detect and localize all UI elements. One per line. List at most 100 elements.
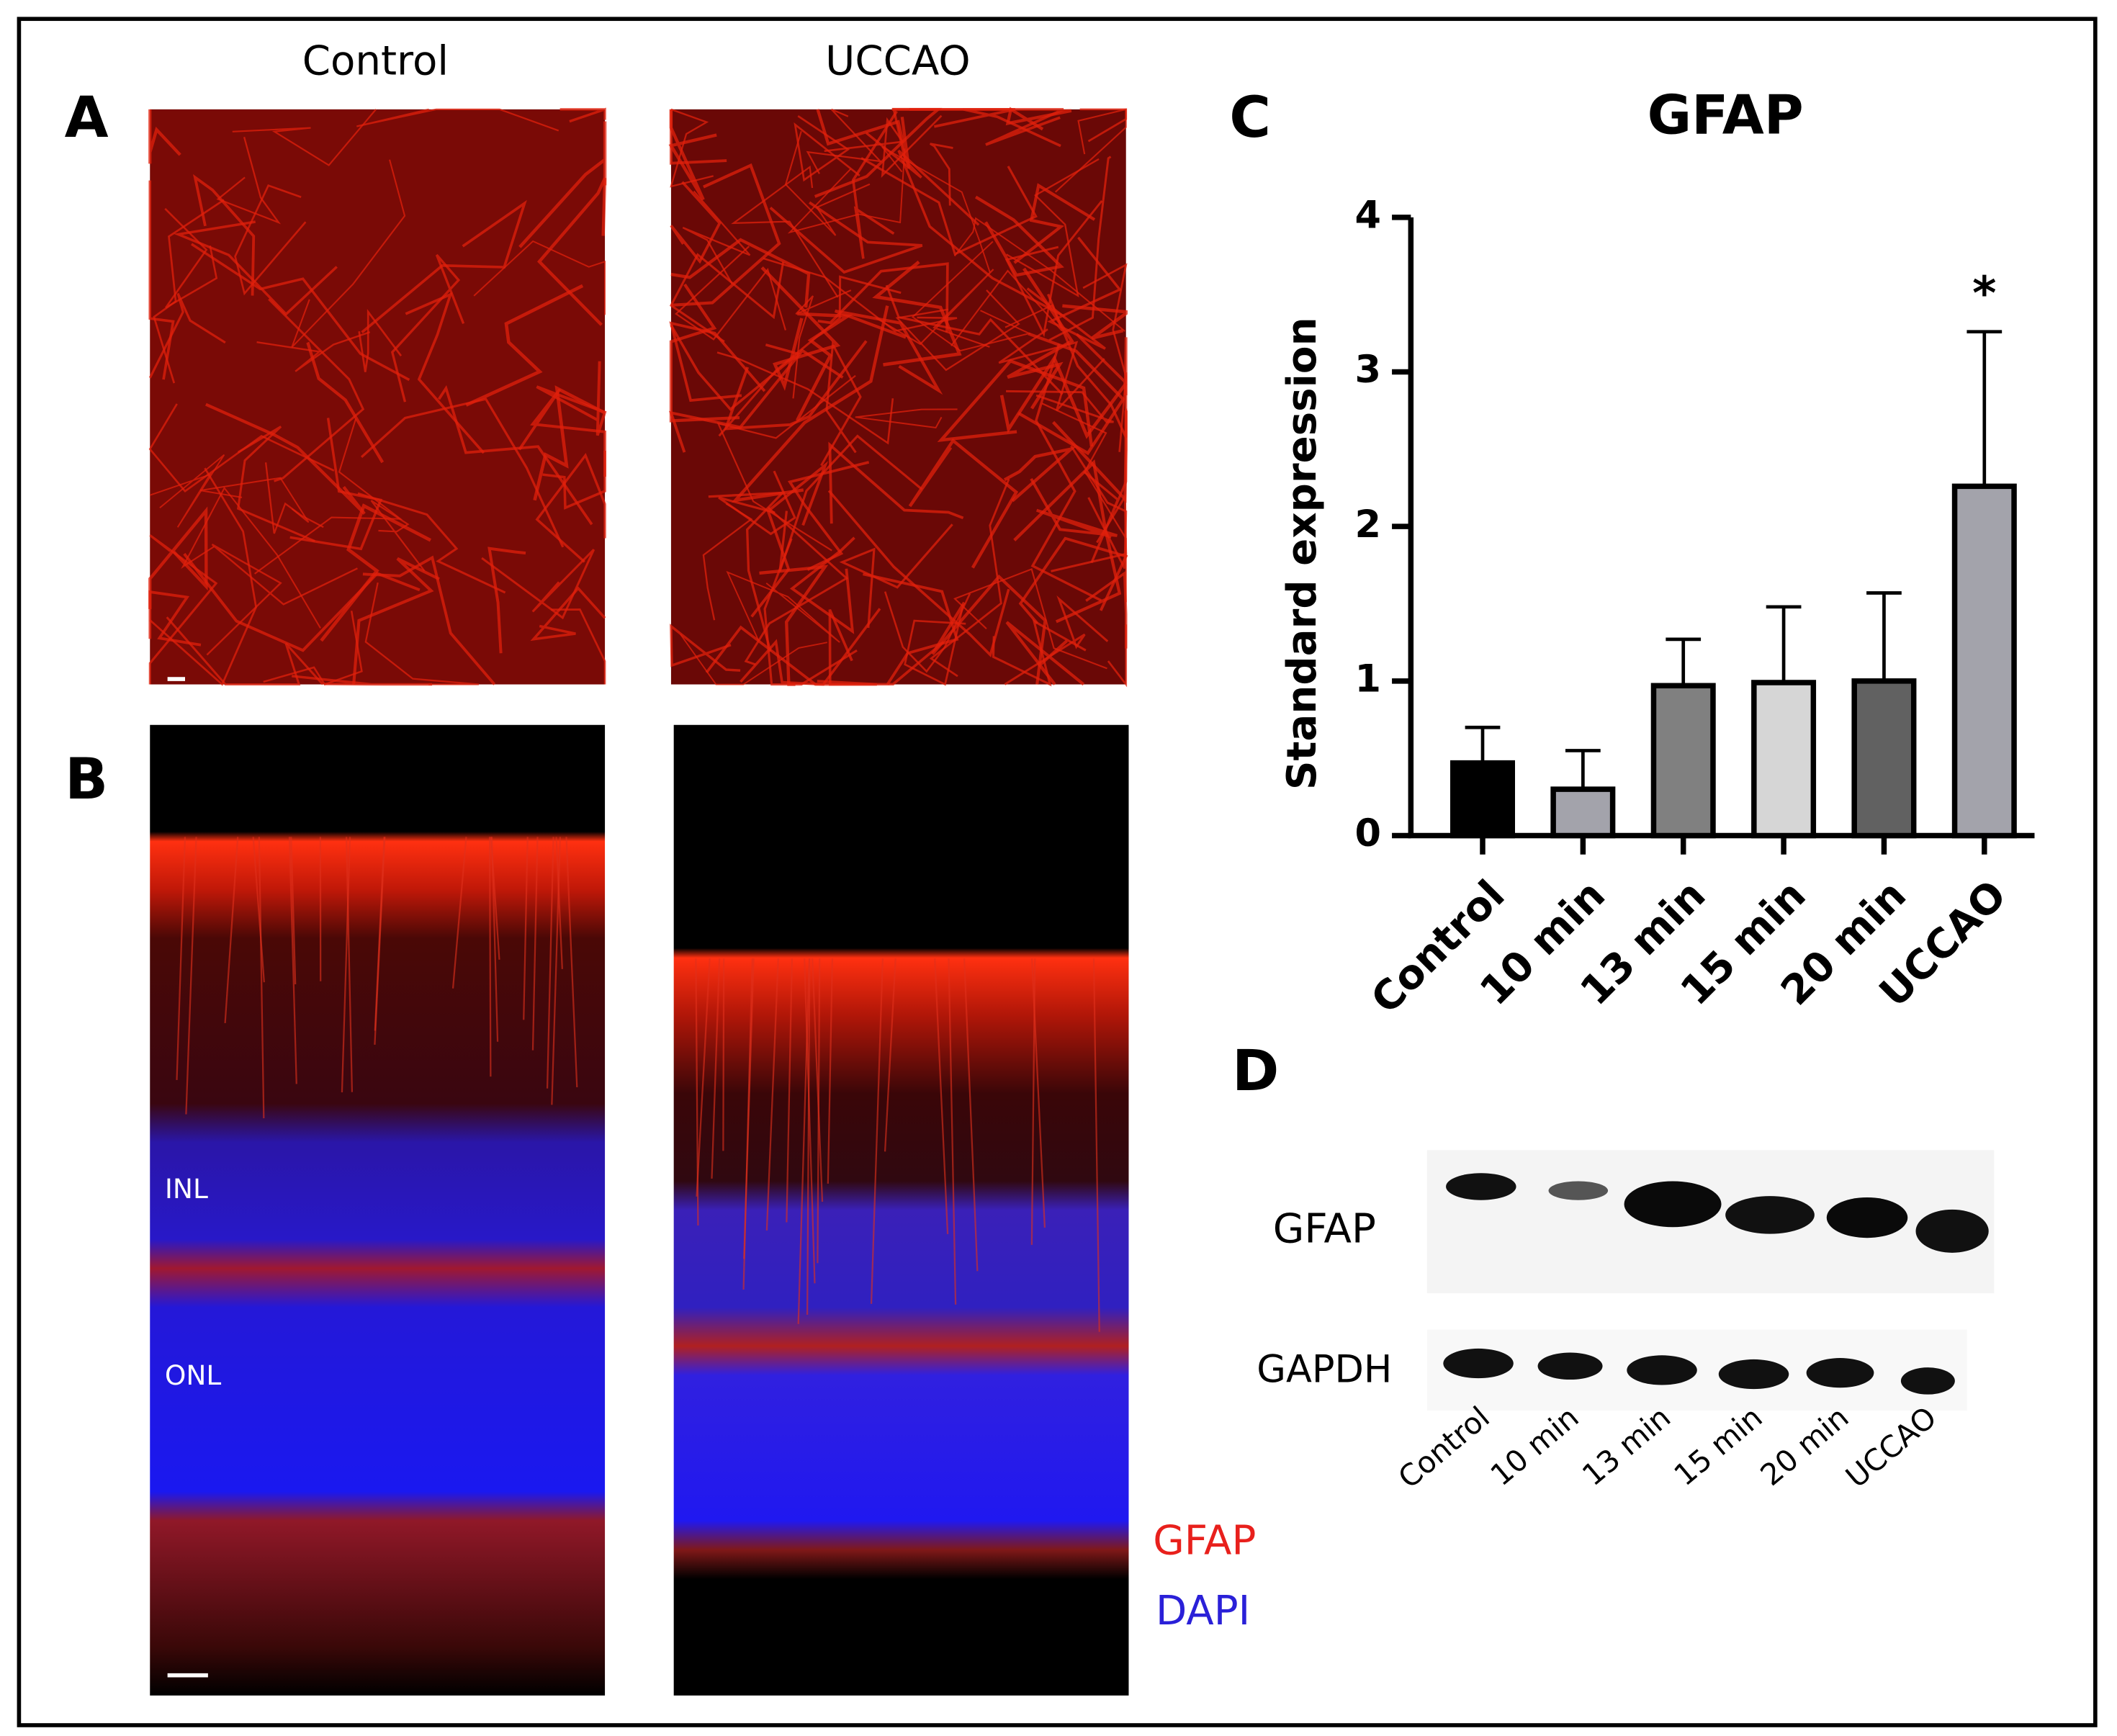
- texture: [731, 165, 839, 298]
- texture: [895, 289, 1020, 372]
- blot-band: [1627, 1355, 1697, 1385]
- texture: [263, 611, 363, 686]
- texture: [760, 266, 841, 391]
- texture: [682, 190, 751, 285]
- texture: [716, 351, 894, 445]
- texture: [885, 284, 1064, 395]
- texture: [769, 201, 923, 274]
- texture: [870, 958, 884, 1304]
- texture: [834, 309, 943, 395]
- texture: [551, 837, 562, 1105]
- blot-band: [1806, 1358, 1874, 1388]
- texture: [1018, 536, 1128, 624]
- bar: [1550, 786, 1616, 839]
- blot-row-label: GFAP: [1273, 1205, 1376, 1252]
- texture: [908, 438, 1019, 569]
- blot-band: [1548, 1181, 1609, 1200]
- texture: [364, 582, 480, 685]
- layer-label: ONL: [165, 1359, 222, 1391]
- texture: [1075, 333, 1128, 396]
- blot-lane-label: 20 min: [1754, 1400, 1856, 1493]
- y-tick-label: 1: [1355, 657, 1382, 701]
- texture: [268, 298, 365, 482]
- texture: [1054, 108, 1127, 193]
- y-tick-label: 4: [1355, 193, 1382, 237]
- texture: [670, 324, 801, 411]
- texture: [252, 837, 265, 983]
- texture: [787, 461, 870, 571]
- blot-band: [1537, 1352, 1603, 1380]
- texture: [860, 157, 1038, 256]
- texture: [708, 491, 786, 652]
- texture: [530, 586, 606, 642]
- texture: [670, 624, 741, 672]
- texture: [1013, 183, 1096, 264]
- texture: [763, 538, 858, 686]
- texture: [930, 143, 953, 206]
- texture: [1007, 267, 1074, 410]
- y-tick-label: 2: [1355, 503, 1382, 547]
- texture: [884, 958, 896, 1152]
- texture: [533, 385, 606, 501]
- y-axis-label: Standard expression: [1279, 317, 1326, 790]
- texture: [998, 328, 1105, 412]
- texture: [390, 253, 465, 402]
- layer-label: INL: [165, 1173, 208, 1205]
- texture: [345, 837, 354, 1092]
- texture: [1005, 107, 1072, 131]
- texture: [405, 292, 485, 454]
- texture: [518, 388, 606, 477]
- texture: [535, 452, 606, 563]
- texture: [362, 555, 496, 685]
- blot-band: [1718, 1359, 1789, 1390]
- texture: [176, 837, 186, 1080]
- texture: [224, 837, 239, 1024]
- texture: [185, 837, 197, 1115]
- texture: [789, 536, 855, 634]
- texture: [765, 958, 779, 1231]
- texture: [193, 174, 256, 296]
- texture: [288, 837, 297, 1084]
- texture: [518, 121, 607, 248]
- texture: [523, 837, 529, 1020]
- texture: [855, 408, 958, 429]
- texture: [360, 397, 565, 548]
- blot-band: [1900, 1367, 1955, 1395]
- texture: [1082, 263, 1128, 452]
- texture: [992, 619, 1087, 687]
- blot-lane-label: UCCAO: [1839, 1400, 1943, 1495]
- texture: [937, 359, 1094, 447]
- texture: [148, 403, 335, 493]
- texture: [1005, 621, 1085, 686]
- texture: [264, 462, 324, 534]
- bar: [1650, 683, 1716, 839]
- texture: [731, 305, 889, 503]
- texture: [974, 195, 1064, 277]
- panel-label: D: [1232, 1038, 1279, 1104]
- texture: [292, 675, 433, 686]
- texture: [718, 275, 902, 437]
- texture: [320, 503, 431, 642]
- texture: [258, 837, 265, 1119]
- texture: [1017, 332, 1125, 456]
- blot-lane-label: 13 min: [1576, 1400, 1677, 1493]
- texture: [675, 246, 786, 341]
- texture: [166, 616, 324, 686]
- texture: [437, 384, 593, 526]
- panel-label: B: [65, 746, 108, 812]
- texture: [804, 958, 816, 1284]
- texture: [948, 958, 957, 1305]
- texture: [148, 109, 181, 164]
- texture: [236, 426, 315, 542]
- texture: [963, 958, 979, 1272]
- texture: [370, 500, 426, 572]
- blot-lane-label: 15 min: [1668, 1400, 1769, 1493]
- texture: [726, 570, 840, 643]
- texture: [904, 604, 966, 686]
- texture: [696, 958, 711, 1197]
- blot-strip: [1426, 1150, 1995, 1294]
- texture: [999, 354, 1128, 439]
- stain-legend: GFAP: [1153, 1518, 1256, 1565]
- texture: [531, 837, 539, 1051]
